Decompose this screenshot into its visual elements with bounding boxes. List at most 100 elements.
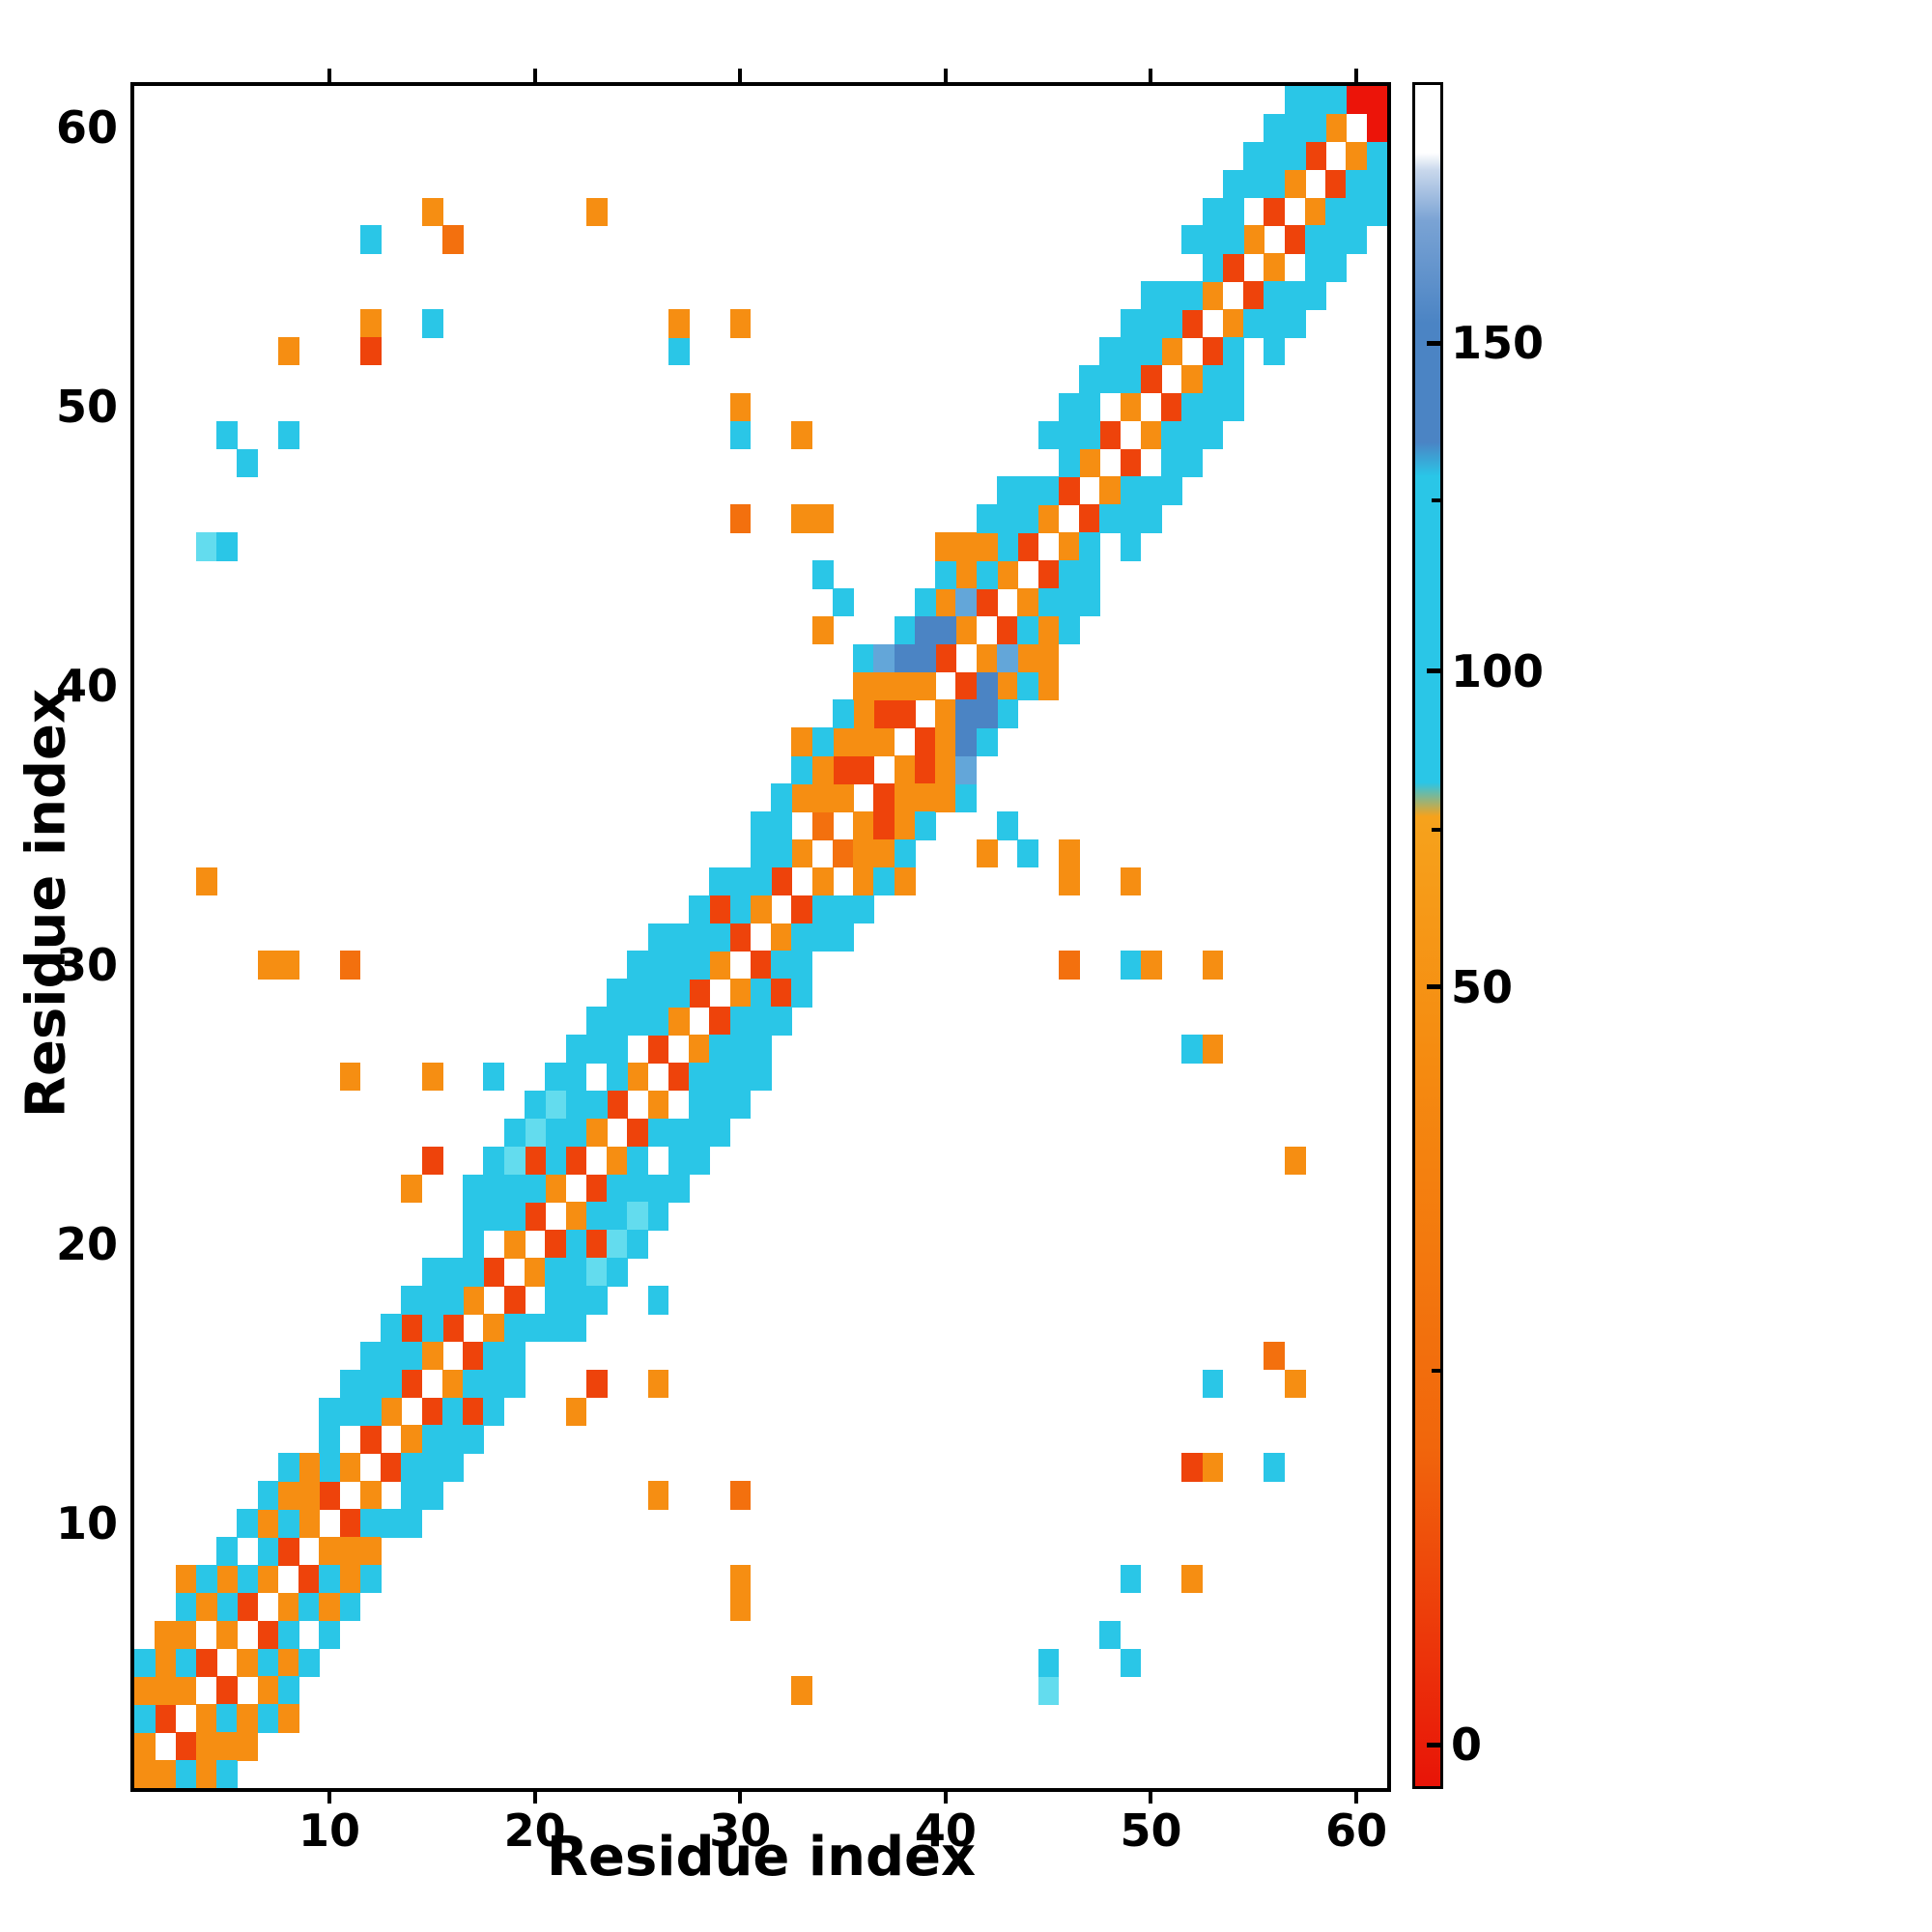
heatmap-cell xyxy=(1017,671,1039,701)
heatmap-cell xyxy=(483,1062,505,1092)
heatmap-cell xyxy=(134,1704,156,1733)
heatmap-cell xyxy=(1120,392,1142,422)
colorbar-tick-label: 100 xyxy=(1451,644,1545,697)
heatmap-cell xyxy=(1243,225,1265,254)
heatmap-cell xyxy=(832,838,854,868)
heatmap-cell xyxy=(647,1007,669,1036)
heatmap-cell xyxy=(976,699,998,728)
heatmap-cell xyxy=(381,1369,402,1399)
heatmap-cell xyxy=(216,420,238,450)
heatmap-cell xyxy=(1037,504,1060,533)
x-axis-label: Residue index xyxy=(546,1826,977,1889)
heatmap-cell xyxy=(811,811,834,840)
heatmap-cell xyxy=(1079,420,1100,450)
heatmap-cell xyxy=(585,1174,608,1203)
heatmap-cell xyxy=(503,1202,526,1231)
heatmap-cell xyxy=(607,1035,628,1064)
heatmap-cell xyxy=(976,727,998,756)
heatmap-cell xyxy=(1058,448,1080,477)
heatmap-cell xyxy=(319,1592,341,1622)
x-tick-label: 60 xyxy=(1325,1804,1388,1857)
heatmap-cell xyxy=(750,838,772,868)
heatmap-cell xyxy=(257,951,279,980)
heatmap-cell xyxy=(1181,364,1204,394)
colorbar-tick-mark xyxy=(1427,1742,1440,1747)
heatmap-cell xyxy=(483,1146,505,1176)
heatmap-cell xyxy=(175,1648,197,1678)
heatmap-cell xyxy=(1140,309,1162,338)
heatmap-cell xyxy=(1140,951,1162,980)
heatmap-cell xyxy=(257,1537,279,1566)
heatmap-cell xyxy=(503,1286,526,1315)
heatmap-cell xyxy=(853,895,875,924)
heatmap-cell xyxy=(216,532,238,561)
heatmap-cell xyxy=(585,197,608,227)
heatmap-cell xyxy=(1140,420,1162,450)
heatmap-cell xyxy=(791,1676,813,1705)
heatmap-cell xyxy=(359,309,382,338)
heatmap-cell xyxy=(195,1704,217,1733)
heatmap-cell xyxy=(319,1453,341,1482)
heatmap-cell xyxy=(195,1760,217,1788)
heatmap-cell xyxy=(1325,86,1348,115)
heatmap-cell xyxy=(1079,587,1100,617)
heatmap-cell xyxy=(853,643,875,673)
heatmap-cell xyxy=(319,1397,341,1427)
heatmap-cell xyxy=(607,1258,628,1287)
heatmap-cell xyxy=(1243,281,1265,310)
heatmap-cell xyxy=(1222,169,1244,199)
heatmap-cell xyxy=(1325,253,1348,282)
heatmap-cell xyxy=(1202,225,1224,254)
heatmap-cell xyxy=(381,1397,402,1427)
heatmap-cell xyxy=(729,1035,752,1064)
heatmap-cell xyxy=(729,1062,752,1092)
heatmap-cell xyxy=(729,1481,752,1510)
heatmap-cell xyxy=(1037,560,1060,589)
heatmap-cell xyxy=(997,615,1018,645)
heatmap-cell xyxy=(1037,671,1060,701)
heatmap-cell xyxy=(277,1509,299,1538)
heatmap-cell xyxy=(1264,309,1286,338)
heatmap-cell xyxy=(339,1564,361,1594)
heatmap-cell xyxy=(791,951,813,980)
heatmap-cell xyxy=(811,615,834,645)
heatmap-cell xyxy=(832,699,854,728)
heatmap-cell xyxy=(216,1620,238,1650)
heatmap-cell xyxy=(1181,309,1204,338)
x-tick-label: 20 xyxy=(503,1804,566,1857)
heatmap-cell xyxy=(1037,1676,1060,1705)
heatmap-cell xyxy=(627,1202,649,1231)
heatmap-cell xyxy=(339,1062,361,1092)
heatmap-cell xyxy=(277,1481,299,1510)
heatmap-cell xyxy=(441,1313,464,1343)
heatmap-cell xyxy=(668,309,690,338)
heatmap-cell xyxy=(811,755,834,784)
heatmap-cell xyxy=(441,1258,464,1287)
heatmap-cell xyxy=(1099,364,1122,394)
heatmap-cell xyxy=(894,699,916,728)
heatmap-cell xyxy=(257,1481,279,1510)
heatmap-cell xyxy=(1346,169,1368,199)
y-tick-label: 60 xyxy=(55,101,118,155)
heatmap-cell xyxy=(832,923,854,952)
heatmap-cell xyxy=(647,1481,669,1510)
heatmap-cell xyxy=(709,951,731,980)
heatmap-cell xyxy=(627,1174,649,1203)
heatmap-cell xyxy=(483,1174,505,1203)
heatmap-cell xyxy=(914,755,936,784)
heatmap-cell xyxy=(298,1481,320,1510)
heatmap-cell xyxy=(175,1760,197,1788)
heatmap-cell xyxy=(441,1425,464,1454)
x-tick-mark-bottom xyxy=(738,1792,743,1804)
x-tick-mark-bottom xyxy=(1149,1792,1153,1804)
heatmap-cell xyxy=(195,1648,217,1678)
heatmap-cell xyxy=(853,699,875,728)
heatmap-cell xyxy=(298,1509,320,1538)
heatmap-cell xyxy=(1161,309,1182,338)
heatmap-cell xyxy=(894,811,916,840)
heatmap-cell xyxy=(483,1202,505,1231)
heatmap-cell xyxy=(381,1341,402,1371)
heatmap-cell xyxy=(1325,225,1348,254)
heatmap-cell xyxy=(1284,86,1306,115)
heatmap-cell xyxy=(997,532,1018,561)
